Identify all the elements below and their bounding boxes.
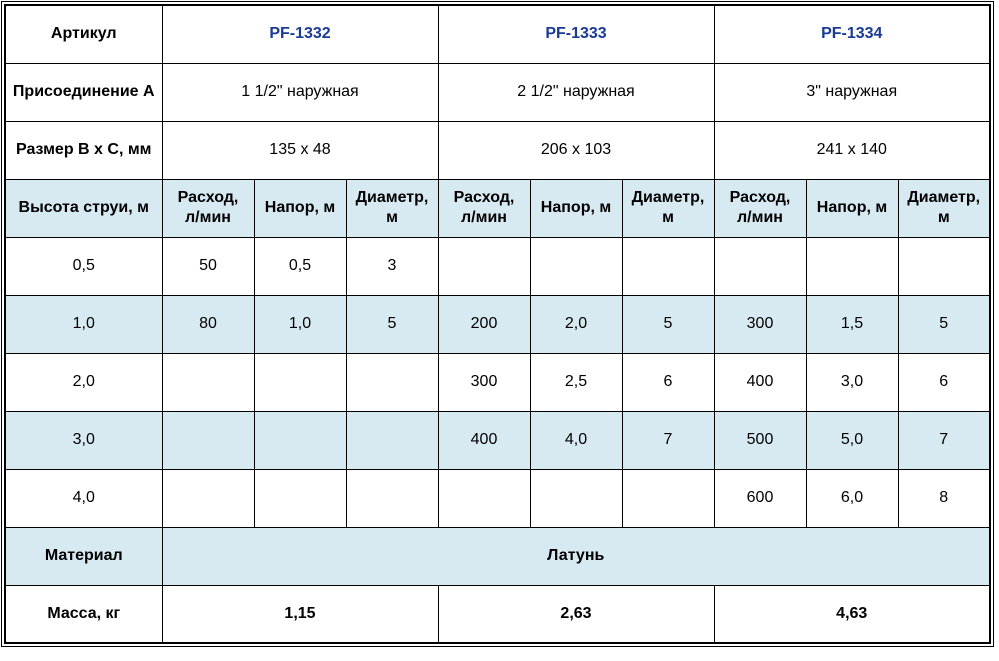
size-value-3: 241 x 140 <box>713 120 991 180</box>
connection-value-2: 2 1/2" наружная <box>437 62 715 122</box>
table-cell: 200 <box>437 294 531 354</box>
material-row-label: Материал <box>4 526 163 586</box>
size-value-1: 135 x 48 <box>161 120 439 180</box>
connection-row: Присоединение А 1 1/2" наружная 2 1/2" н… <box>4 62 991 122</box>
jet-row-3-0: 3,0 400 4,0 7 500 5,0 7 <box>4 410 991 470</box>
table-cell: 7 <box>621 410 715 470</box>
table-cell <box>621 468 715 528</box>
table-cell: 50 <box>161 236 255 296</box>
table-cell <box>897 236 991 296</box>
product-spec-table: Артикул PF-1332 PF-1333 PF-1334 Присоеди… <box>4 4 991 644</box>
size-row-label: Размер B x C, мм <box>4 120 163 180</box>
table-cell: 400 <box>437 410 531 470</box>
table-cell <box>713 236 807 296</box>
table-cell: 7 <box>897 410 991 470</box>
jet-row-2-0: 2,0 300 2,5 6 400 3,0 6 <box>4 352 991 412</box>
table-cell <box>161 352 255 412</box>
table-cell: 1,5 <box>805 294 899 354</box>
subheader-head-2: Напор, м <box>529 178 623 238</box>
table-cell <box>529 468 623 528</box>
table-cell: 2,5 <box>529 352 623 412</box>
subheader-head-3: Напор, м <box>805 178 899 238</box>
table-cell <box>345 352 439 412</box>
table-cell <box>345 468 439 528</box>
table-cell <box>161 468 255 528</box>
table-frame: Артикул PF-1332 PF-1333 PF-1334 Присоеди… <box>1 1 994 647</box>
table-cell: 3 <box>345 236 439 296</box>
table-cell: 5 <box>345 294 439 354</box>
jet-height-value: 4,0 <box>4 468 163 528</box>
table-cell: 0,5 <box>253 236 347 296</box>
mass-value-1: 1,15 <box>161 584 439 644</box>
material-row: Материал Латунь <box>4 526 991 586</box>
article-row: Артикул PF-1332 PF-1333 PF-1334 <box>4 4 991 64</box>
article-value-3: PF-1334 <box>713 4 991 64</box>
mass-row: Масса, кг 1,15 2,63 4,63 <box>4 584 991 644</box>
connection-value-3: 3" наружная <box>713 62 991 122</box>
jet-header-label: Высота струи, м <box>4 178 163 238</box>
table-cell: 80 <box>161 294 255 354</box>
article-row-label: Артикул <box>4 4 163 64</box>
subheader-head-1: Напор, м <box>253 178 347 238</box>
table-cell: 6,0 <box>805 468 899 528</box>
table-cell: 1,0 <box>253 294 347 354</box>
connection-value-1: 1 1/2" наружная <box>161 62 439 122</box>
mass-row-label: Масса, кг <box>4 584 163 644</box>
table-cell <box>529 236 623 296</box>
table-cell <box>253 468 347 528</box>
table-cell: 500 <box>713 410 807 470</box>
jet-row-1-0: 1,0 80 1,0 5 200 2,0 5 300 1,5 5 <box>4 294 991 354</box>
subheader-diameter-3: Диаметр, м <box>897 178 991 238</box>
table-cell: 400 <box>713 352 807 412</box>
jet-height-value: 1,0 <box>4 294 163 354</box>
table-cell: 6 <box>897 352 991 412</box>
article-value-1: PF-1332 <box>161 4 439 64</box>
table-cell: 6 <box>621 352 715 412</box>
table-cell <box>437 468 531 528</box>
article-value-2: PF-1333 <box>437 4 715 64</box>
table-cell: 5 <box>621 294 715 354</box>
jet-header-row: Высота струи, м Расход, л/мин Напор, м Д… <box>4 178 991 238</box>
table-cell <box>161 410 255 470</box>
table-cell: 3,0 <box>805 352 899 412</box>
table-cell: 600 <box>713 468 807 528</box>
jet-row-0-5: 0,5 50 0,5 3 <box>4 236 991 296</box>
jet-height-value: 0,5 <box>4 236 163 296</box>
table-cell <box>437 236 531 296</box>
table-cell <box>621 236 715 296</box>
table-cell: 8 <box>897 468 991 528</box>
table-cell: 2,0 <box>529 294 623 354</box>
subheader-flow-2: Расход, л/мин <box>437 178 531 238</box>
table-cell: 4,0 <box>529 410 623 470</box>
subheader-flow-1: Расход, л/мин <box>161 178 255 238</box>
mass-value-3: 4,63 <box>713 584 991 644</box>
table-cell: 300 <box>713 294 807 354</box>
table-cell <box>253 410 347 470</box>
connection-row-label: Присоединение А <box>4 62 163 122</box>
size-value-2: 206 x 103 <box>437 120 715 180</box>
jet-height-value: 3,0 <box>4 410 163 470</box>
table-cell: 5,0 <box>805 410 899 470</box>
table-cell: 5 <box>897 294 991 354</box>
size-row: Размер B x C, мм 135 x 48 206 x 103 241 … <box>4 120 991 180</box>
subheader-diameter-1: Диаметр, м <box>345 178 439 238</box>
table-cell <box>253 352 347 412</box>
table-cell <box>345 410 439 470</box>
subheader-flow-3: Расход, л/мин <box>713 178 807 238</box>
subheader-diameter-2: Диаметр, м <box>621 178 715 238</box>
material-value: Латунь <box>161 526 991 586</box>
mass-value-2: 2,63 <box>437 584 715 644</box>
table-cell: 300 <box>437 352 531 412</box>
table-cell <box>805 236 899 296</box>
jet-row-4-0: 4,0 600 6,0 8 <box>4 468 991 528</box>
jet-height-value: 2,0 <box>4 352 163 412</box>
